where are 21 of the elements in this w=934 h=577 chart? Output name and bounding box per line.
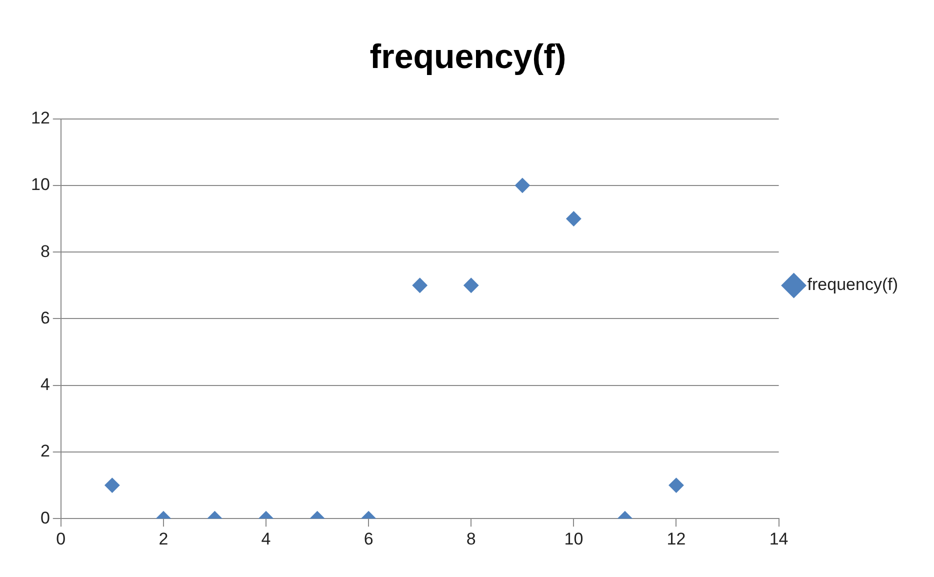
x-tick-label: 8 [466,529,476,548]
legend-label: frequency(f) [807,275,898,294]
y-tick-label: 8 [40,242,50,261]
y-tick-label: 2 [40,442,50,461]
chart-title: frequency(f) [370,38,566,76]
point [566,211,582,226]
y-tick-label: 0 [40,508,50,528]
point [412,278,428,293]
y-tick-label: 12 [30,108,50,128]
x-tick-label: 4 [261,529,271,548]
x-tick-label: 2 [158,529,168,548]
x-tick-label: 12 [666,529,686,548]
point [464,278,479,293]
x-tick-label: 0 [56,529,66,548]
x-tick-label: 6 [364,529,374,548]
y-tick-label: 10 [30,175,50,194]
y-tick-label: 6 [40,308,50,328]
x-tick-label: 10 [564,529,584,548]
x-tick-label: 14 [769,529,788,548]
y-tick-label: 4 [40,375,50,394]
point [514,178,530,193]
